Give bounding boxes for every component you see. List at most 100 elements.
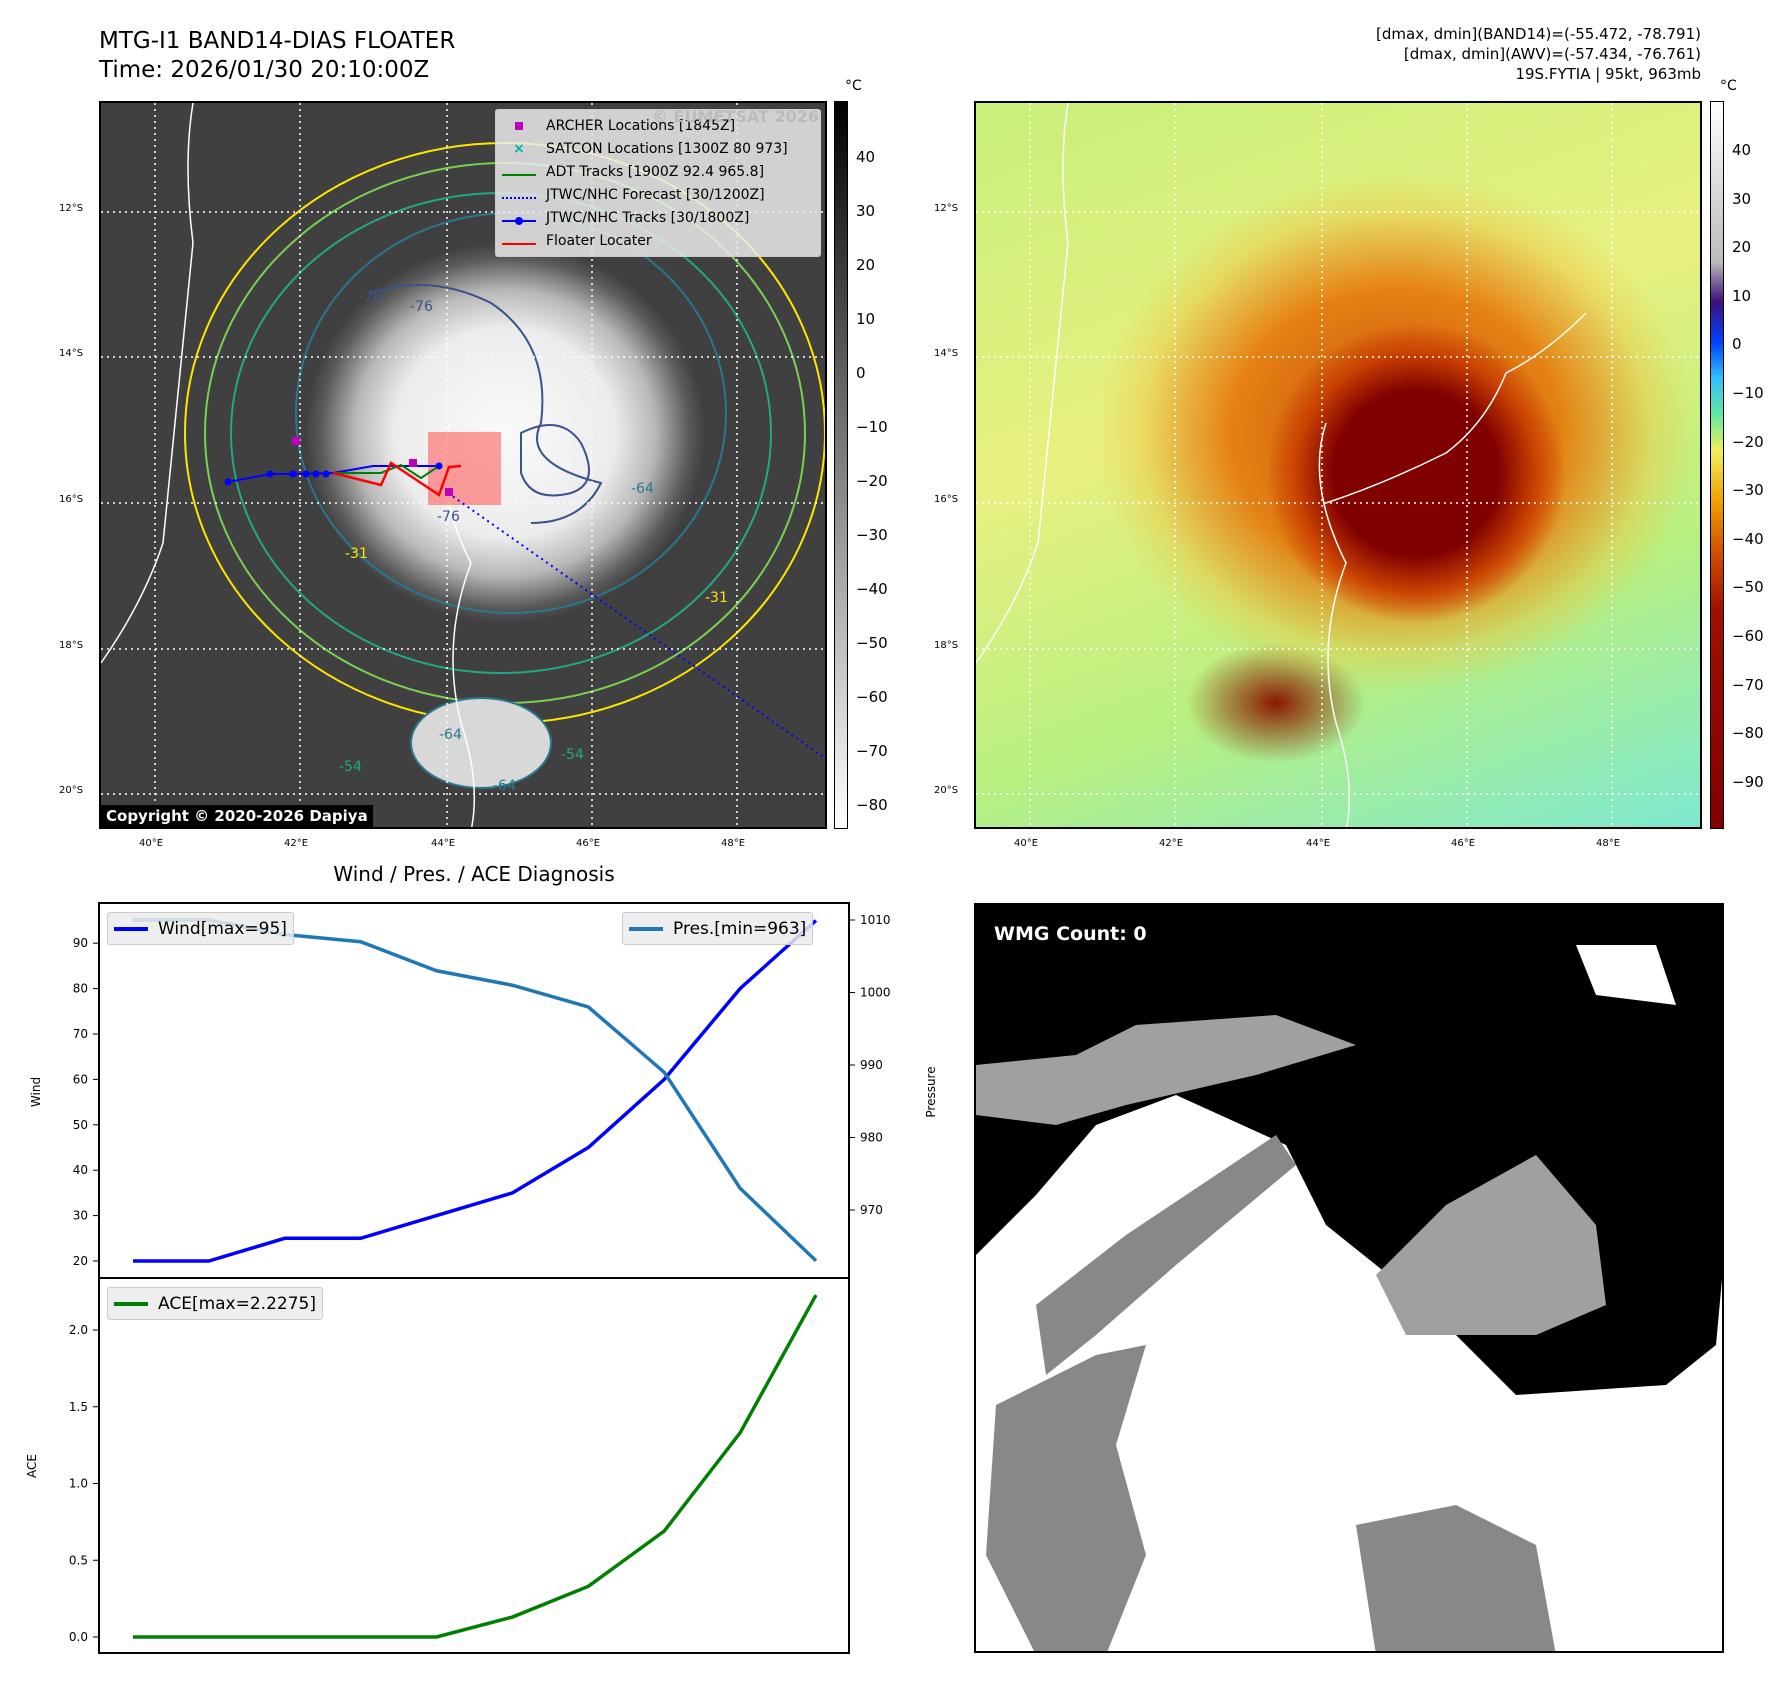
colorbar-tick-right: −80 [1732, 724, 1764, 743]
contour-label: -54 [339, 759, 362, 775]
legend-label: Floater Locater [546, 232, 652, 249]
wind-tick-label: 90 [73, 936, 88, 950]
colorbar-tick-right: −10 [1732, 384, 1764, 402]
pressure-tick-label: 1010 [860, 913, 891, 927]
colorbar-tick: −30 [856, 526, 888, 544]
legend-item: Floater Locater [502, 229, 814, 252]
pressure-legend-label: Pres.[min=963] [673, 918, 807, 939]
colorbar-tick-right: 10 [1732, 286, 1752, 305]
colorbar-tick: −50 [856, 634, 888, 652]
legend-label: JTWC/NHC Forecast [30/1200Z] [546, 186, 765, 203]
colorbar-tick: 0 [856, 364, 866, 382]
legend-label: ARCHER Locations [1845Z] [546, 117, 736, 134]
lat-label: 18°S [59, 640, 84, 651]
wind-tick-label: 70 [73, 1027, 88, 1041]
lat-label: 16°S [59, 494, 84, 505]
legend-item: × SATCON Locations [1300Z 80 973] [502, 137, 814, 160]
ace-tick-label: 0.0 [69, 1630, 88, 1644]
ace-legend-label: ACE[max=2.2275] [158, 1293, 316, 1314]
solid-line-icon [502, 164, 536, 180]
colorbar-tick: −10 [856, 418, 888, 436]
colorbar-tick: 20 [856, 256, 876, 274]
colorbar-tick-right: −50 [1732, 578, 1764, 597]
ace-tick-label: 1.5 [69, 1400, 88, 1414]
ace-axis-label: ACE [25, 1454, 39, 1478]
stats-band14: [dmax, dmin](BAND14)=(-55.472, -78.791) [1376, 25, 1701, 43]
figure-time: Time: 2026/01/30 20:10:00Z [99, 57, 430, 83]
lon-label: 44°E [1306, 838, 1331, 849]
colorbar-tick-right: −70 [1732, 675, 1764, 694]
colorbar-color [1710, 101, 1724, 829]
colorbar-unit: °C [845, 78, 862, 94]
lat-label: 20°S [59, 785, 84, 796]
contour-label: -54 [561, 747, 584, 763]
colorbar-tick: −20 [856, 472, 888, 490]
ir-map-grayscale: -76 -76 -76 -64 -64 -31 -31 -54 -54 -64 ARCHER Lo… [99, 101, 827, 829]
contour-label: -64 [493, 778, 516, 794]
lon-label: 40°E [1014, 838, 1039, 849]
lon-label: 42°E [1159, 838, 1184, 849]
pressure-series-line [133, 918, 818, 1263]
wind-tick-label: 60 [73, 1072, 88, 1086]
lon-label: 44°E [431, 838, 456, 849]
colorbar-tick-right: −20 [1732, 432, 1764, 451]
legend-item: JTWC/NHC Forecast [30/1200Z] [502, 183, 814, 206]
pressure-tick-label: 1000 [860, 986, 891, 1000]
pressure-tick-label: 980 [860, 1131, 883, 1145]
lat-label: 16°S [934, 494, 959, 505]
wind-legend-label: Wind[max=95] [158, 918, 287, 939]
lon-label: 48°E [721, 838, 746, 849]
wind-tick-label: 40 [73, 1163, 88, 1177]
legend-item: ADT Tracks [1900Z 92.4 965.8] [502, 160, 814, 183]
lon-label: 46°E [576, 838, 601, 849]
colorbar-tick: −80 [856, 796, 888, 814]
chart-title: Wind / Pres. / ACE Diagnosis [333, 862, 615, 886]
wmg-panel: WMG Count: 0 [974, 903, 1724, 1653]
map-legend: ARCHER Locations [1845Z] × SATCON Location… [495, 109, 821, 257]
contour-label: -64 [439, 727, 462, 743]
pressure-tick-label: 990 [860, 1058, 883, 1072]
storm-info: 19S.FYTIA | 95kt, 963mb [1515, 65, 1701, 83]
contour-label: -31 [705, 590, 728, 606]
ace-legend: ACE[max=2.2275] [107, 1287, 323, 1320]
colorbar-tick: 40 [856, 148, 876, 166]
solid-line-icon [502, 233, 536, 249]
lat-label: 14°S [59, 348, 84, 359]
colorbar-grayscale [834, 101, 848, 829]
colorbar-tick-right: 0 [1732, 335, 1742, 354]
wind-tick-label: 30 [73, 1209, 88, 1223]
wind-tick-label: 50 [73, 1118, 88, 1132]
colorbar-tick-right: 20 [1732, 238, 1752, 257]
legend-item: JTWC/NHC Tracks [30/1800Z] [502, 206, 814, 229]
wmg-count-label: WMG Count: 0 [994, 923, 1147, 945]
colorbar-tick: −60 [856, 688, 888, 706]
dotted-line-icon [502, 187, 536, 203]
ir-map-color [974, 101, 1702, 829]
legend-item: ARCHER Locations [1845Z] [502, 114, 814, 137]
contour-label: -76 [359, 289, 382, 305]
wind-tick-label: 80 [73, 982, 88, 996]
wind-legend: Wind[max=95] [107, 912, 294, 945]
legend-label: JTWC/NHC Tracks [30/1800Z] [546, 209, 750, 226]
colorbar-tick-right: 40 [1732, 141, 1752, 159]
lat-label: 12°S [934, 203, 959, 214]
colorbar-tick: −40 [856, 580, 888, 598]
colorbar-tick-right: 30 [1732, 189, 1752, 208]
pressure-legend: Pres.[min=963] [622, 912, 814, 945]
ace-series-line [133, 1294, 818, 1639]
colorbar-tick-right: −60 [1732, 627, 1764, 645]
colorbar-unit-right: °C [1720, 78, 1737, 94]
lon-label: 46°E [1451, 838, 1476, 849]
pressure-tick-label: 970 [860, 1203, 883, 1217]
colorbar-tick: 30 [856, 202, 876, 220]
lon-label: 42°E [284, 838, 309, 849]
contour-label: -76 [410, 299, 433, 315]
ace-tick-label: 2.0 [69, 1323, 88, 1337]
pressure-axis-label: Pressure [924, 1066, 938, 1117]
lat-label: 12°S [59, 203, 84, 214]
legend-label: SATCON Locations [1300Z 80 973] [546, 140, 788, 157]
ace-tick-label: 1.0 [69, 1477, 88, 1491]
colorbar-tick-right: −90 [1732, 772, 1764, 791]
